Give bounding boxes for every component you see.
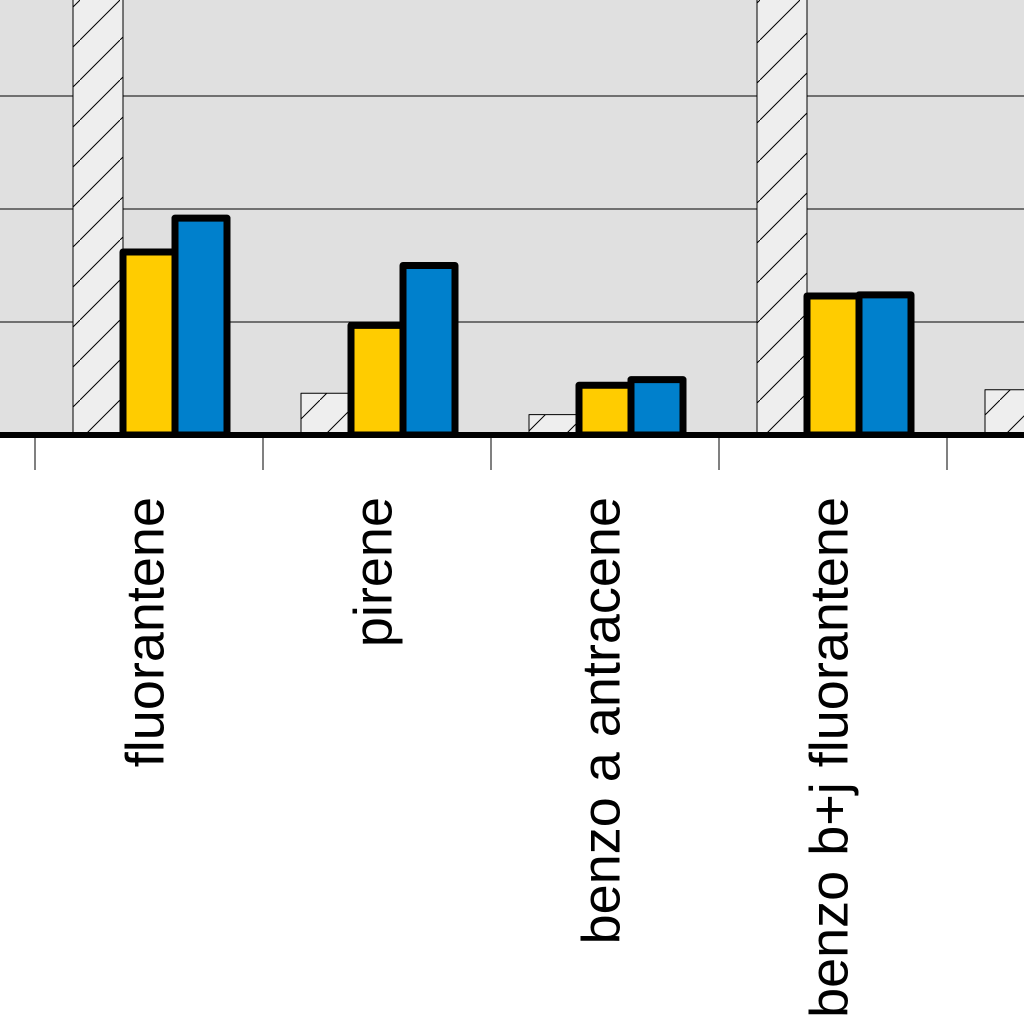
bar — [984, 389, 1024, 436]
bar — [803, 292, 863, 437]
x-axis: fluorantene pirene benzo a antracene benzo … — [0, 432, 1024, 1018]
bar — [756, 0, 808, 436]
bar — [119, 248, 179, 437]
x-tick-label: benzo b+j fluorantene — [799, 497, 859, 1018]
x-tick-label: fluorantene — [115, 497, 175, 767]
bar — [575, 381, 635, 437]
plot-area — [0, 0, 1024, 437]
bar — [171, 214, 231, 437]
bar — [300, 392, 352, 436]
bar — [72, 0, 124, 436]
x-tick-label: pirene — [343, 497, 403, 647]
bar — [347, 321, 407, 437]
bar — [528, 414, 580, 436]
bar — [627, 376, 687, 437]
bar — [399, 262, 459, 437]
bar — [855, 291, 915, 437]
x-tick-label: benzo a antracene — [571, 497, 631, 944]
